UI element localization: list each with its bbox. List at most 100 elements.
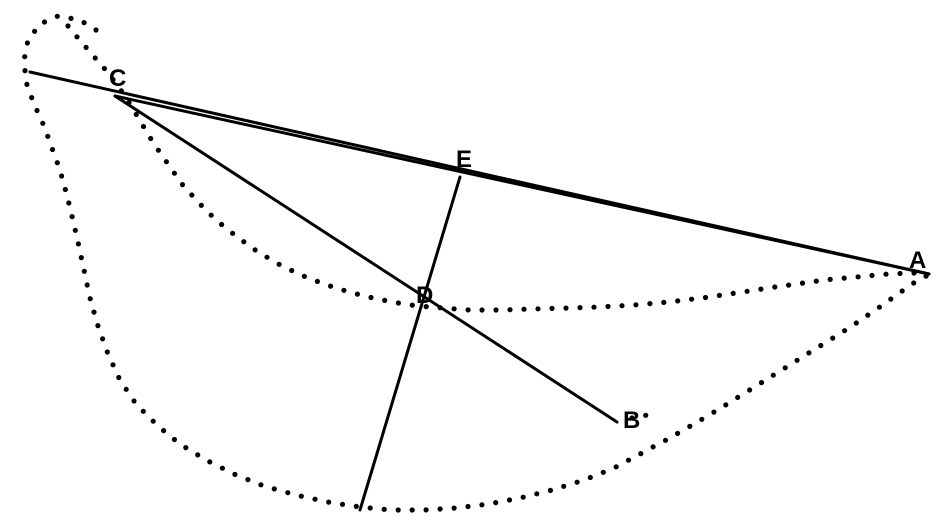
arc-dot xyxy=(272,486,277,491)
arc-dot xyxy=(55,160,60,165)
arc-dot xyxy=(219,222,224,227)
arc-dot xyxy=(24,82,29,87)
arc-dot xyxy=(869,273,874,278)
arc-dot xyxy=(253,247,258,252)
arc-dot xyxy=(479,502,484,507)
arc-dot xyxy=(575,480,580,485)
arc-dot xyxy=(651,444,656,449)
arc-dot xyxy=(102,66,107,71)
arc-dot xyxy=(85,282,90,287)
arc-dot xyxy=(368,295,373,300)
arc-dot xyxy=(312,497,317,502)
arc-dot xyxy=(70,214,75,219)
arc-dot xyxy=(897,271,902,276)
arc-dot xyxy=(42,19,47,24)
arc-dot xyxy=(591,305,596,310)
arc-dot xyxy=(865,313,870,318)
arc-dot xyxy=(156,148,161,153)
arc-dot xyxy=(95,323,100,328)
arc-dot xyxy=(22,68,27,73)
geometry-diagram: A B C D E xyxy=(0,0,951,529)
arc-dot xyxy=(355,292,360,297)
arc-dot xyxy=(675,431,680,436)
arc-dot xyxy=(199,203,204,208)
arc-dot xyxy=(424,507,429,512)
arc-dot xyxy=(675,298,680,303)
arc-dot xyxy=(466,307,471,312)
arc-dot xyxy=(687,424,692,429)
arc-dot xyxy=(68,16,73,21)
arc-dot xyxy=(830,336,835,341)
arc-dot xyxy=(34,108,39,113)
arc-dot xyxy=(828,277,833,282)
arc-dot xyxy=(285,490,290,495)
arc-dot xyxy=(220,466,225,471)
arc-dot xyxy=(759,380,764,385)
arc-dot xyxy=(164,159,169,164)
arc-dot xyxy=(452,306,457,311)
arc-dot xyxy=(141,124,146,129)
arc-dot xyxy=(131,398,136,403)
arc-dot xyxy=(82,20,87,25)
arc-dot xyxy=(786,283,791,288)
arc-dot xyxy=(110,362,115,367)
arc-dot xyxy=(50,147,55,152)
arc-dot xyxy=(842,328,847,333)
arc-dot xyxy=(341,288,346,293)
arc-dot xyxy=(277,262,282,267)
solid-lines-layer xyxy=(30,72,929,510)
arc-dot xyxy=(25,40,30,45)
arc-dot xyxy=(818,343,823,348)
arc-dot xyxy=(180,182,185,187)
arc-dot xyxy=(731,291,736,296)
arc-dot xyxy=(521,495,526,500)
arc-dot xyxy=(45,134,50,139)
point-label-B: B xyxy=(623,407,640,434)
arc-dot xyxy=(856,274,861,279)
arc-dot xyxy=(663,438,668,443)
arc-dot xyxy=(151,419,156,424)
arc-dot xyxy=(396,507,401,512)
arc-dot xyxy=(63,187,68,192)
arc-dot xyxy=(605,304,610,309)
arc-dot xyxy=(507,307,512,312)
arc-dot xyxy=(711,410,716,415)
arc-dot xyxy=(66,200,71,205)
arc-dot xyxy=(548,488,553,493)
arc-dot xyxy=(189,192,194,197)
edge-G-A xyxy=(30,72,929,274)
arc-dot xyxy=(302,274,307,279)
arc-dot xyxy=(100,336,105,341)
arc-dot xyxy=(452,506,457,511)
arc-dot xyxy=(368,505,373,510)
arc-dot xyxy=(493,500,498,505)
arc-dot xyxy=(689,297,694,302)
arc-dot xyxy=(561,484,566,489)
arc-dot xyxy=(410,303,415,308)
arc-dot xyxy=(703,295,708,300)
arc-dot xyxy=(40,121,45,126)
arc-dot xyxy=(723,402,728,407)
arc-dot xyxy=(172,437,177,442)
arc-dot xyxy=(771,373,776,378)
arc-dot xyxy=(79,255,84,260)
arc-dot xyxy=(230,231,235,236)
arc-dot xyxy=(354,504,359,509)
arc-dot xyxy=(55,14,60,19)
arc-dot xyxy=(396,300,401,305)
point-label-A: A xyxy=(909,247,926,274)
point-label-D: D xyxy=(416,282,433,309)
arc-dot xyxy=(161,428,166,433)
arc-dot xyxy=(900,288,905,293)
arc-dot xyxy=(315,279,320,284)
arc-dot xyxy=(93,27,98,32)
arc-dot xyxy=(549,306,554,311)
arc-dot xyxy=(84,45,89,50)
point-label-C: C xyxy=(109,65,126,92)
arc-dot xyxy=(747,387,752,392)
arc-dot xyxy=(577,305,582,310)
arc-dot xyxy=(93,55,98,60)
arc-dot xyxy=(73,228,78,233)
arc-dot xyxy=(877,305,882,310)
point-label-E: E xyxy=(456,146,472,173)
